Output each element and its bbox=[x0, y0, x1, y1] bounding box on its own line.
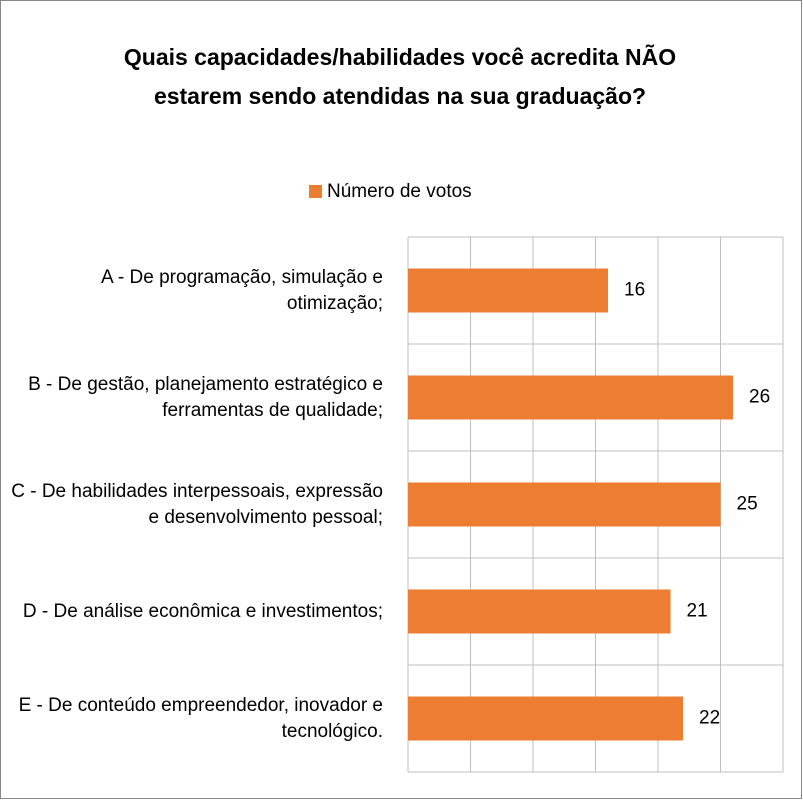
category-label: A - De programação, simulação e otimizaç… bbox=[101, 266, 383, 314]
category-label: E - De conteúdo empreendedor, inovador e… bbox=[18, 694, 383, 742]
data-label: 26 bbox=[749, 387, 770, 408]
category-label: C - De habilidades interpessoais, expres… bbox=[11, 480, 383, 528]
data-label: 22 bbox=[699, 708, 720, 729]
category-label: B - De gestão, planejamento estratégico … bbox=[28, 373, 383, 421]
bar bbox=[408, 375, 733, 420]
data-label: 16 bbox=[624, 280, 645, 301]
legend-label: Número de votos bbox=[327, 181, 472, 202]
bar bbox=[408, 696, 683, 741]
bar bbox=[408, 589, 671, 634]
chart-title: Quais capacidades/habilidades você acred… bbox=[123, 44, 677, 109]
bar bbox=[408, 482, 721, 527]
category-label: D - De análise econômica e investimentos… bbox=[22, 600, 383, 622]
data-label: 21 bbox=[687, 601, 708, 622]
data-label: 25 bbox=[737, 494, 758, 515]
legend-swatch bbox=[309, 185, 322, 198]
bar bbox=[408, 268, 608, 313]
